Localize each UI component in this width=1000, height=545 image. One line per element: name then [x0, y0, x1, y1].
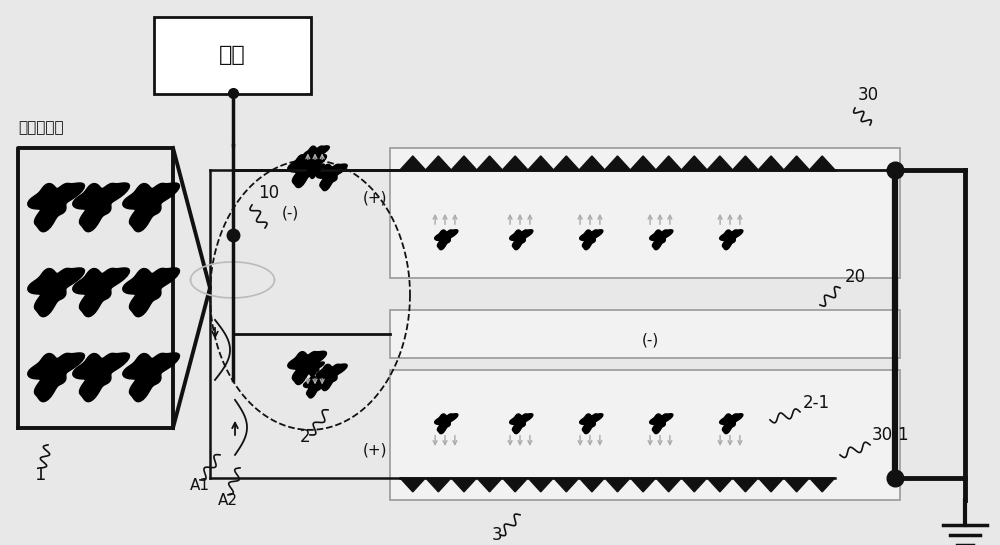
Text: 30: 30: [858, 86, 879, 104]
Polygon shape: [605, 478, 630, 492]
Text: 电源: 电源: [219, 45, 246, 65]
Polygon shape: [435, 230, 458, 250]
Polygon shape: [28, 183, 85, 232]
Polygon shape: [681, 478, 707, 492]
Polygon shape: [656, 156, 681, 170]
Text: 1: 1: [35, 466, 46, 484]
Polygon shape: [580, 230, 603, 250]
FancyBboxPatch shape: [154, 17, 311, 94]
Polygon shape: [308, 164, 324, 178]
Text: 30-1: 30-1: [872, 426, 910, 444]
Polygon shape: [605, 156, 630, 170]
Polygon shape: [28, 353, 85, 402]
Polygon shape: [510, 414, 533, 434]
FancyBboxPatch shape: [390, 148, 900, 278]
Polygon shape: [580, 414, 603, 434]
Polygon shape: [758, 156, 784, 170]
Polygon shape: [502, 478, 528, 492]
Polygon shape: [73, 268, 130, 317]
Text: 2-1: 2-1: [803, 394, 830, 412]
Polygon shape: [554, 156, 579, 170]
Polygon shape: [784, 478, 809, 492]
Polygon shape: [784, 156, 809, 170]
Text: (-): (-): [641, 332, 659, 347]
Polygon shape: [733, 156, 758, 170]
Polygon shape: [123, 353, 180, 402]
Polygon shape: [304, 376, 329, 398]
Polygon shape: [502, 156, 528, 170]
Polygon shape: [809, 478, 835, 492]
Polygon shape: [720, 230, 743, 250]
Text: 3: 3: [492, 526, 503, 544]
Text: 2: 2: [300, 428, 311, 446]
Polygon shape: [288, 154, 327, 187]
Polygon shape: [400, 478, 426, 492]
Text: A2: A2: [218, 493, 238, 508]
Polygon shape: [123, 183, 180, 232]
Polygon shape: [308, 362, 324, 377]
FancyBboxPatch shape: [390, 310, 900, 358]
Polygon shape: [650, 230, 673, 250]
Polygon shape: [477, 478, 502, 492]
Polygon shape: [630, 478, 656, 492]
Polygon shape: [707, 156, 733, 170]
Polygon shape: [707, 478, 733, 492]
Text: 10: 10: [258, 184, 279, 202]
Polygon shape: [720, 414, 743, 434]
Polygon shape: [554, 478, 579, 492]
Polygon shape: [656, 478, 681, 492]
Polygon shape: [304, 146, 329, 168]
Polygon shape: [316, 364, 347, 391]
Polygon shape: [288, 352, 327, 385]
Polygon shape: [630, 156, 656, 170]
Polygon shape: [426, 156, 451, 170]
Polygon shape: [435, 414, 458, 434]
Polygon shape: [650, 414, 673, 434]
Text: (+): (+): [363, 443, 387, 457]
Polygon shape: [73, 353, 130, 402]
Polygon shape: [681, 156, 707, 170]
Polygon shape: [477, 156, 502, 170]
Polygon shape: [528, 478, 554, 492]
Polygon shape: [528, 156, 554, 170]
Polygon shape: [579, 478, 605, 492]
Text: 被污染空气: 被污染空气: [18, 120, 64, 136]
Polygon shape: [510, 230, 533, 250]
Polygon shape: [73, 183, 130, 232]
Text: (+): (+): [363, 190, 387, 205]
Polygon shape: [733, 478, 758, 492]
Polygon shape: [123, 268, 180, 317]
Polygon shape: [316, 164, 347, 191]
Polygon shape: [451, 156, 477, 170]
Text: 20: 20: [845, 268, 866, 286]
Polygon shape: [758, 478, 784, 492]
FancyBboxPatch shape: [390, 370, 900, 500]
Polygon shape: [579, 156, 605, 170]
Polygon shape: [426, 478, 451, 492]
Text: A1: A1: [190, 478, 210, 493]
Text: (-): (-): [281, 205, 299, 220]
Polygon shape: [451, 478, 477, 492]
Polygon shape: [809, 156, 835, 170]
Polygon shape: [28, 268, 85, 317]
Polygon shape: [400, 156, 426, 170]
